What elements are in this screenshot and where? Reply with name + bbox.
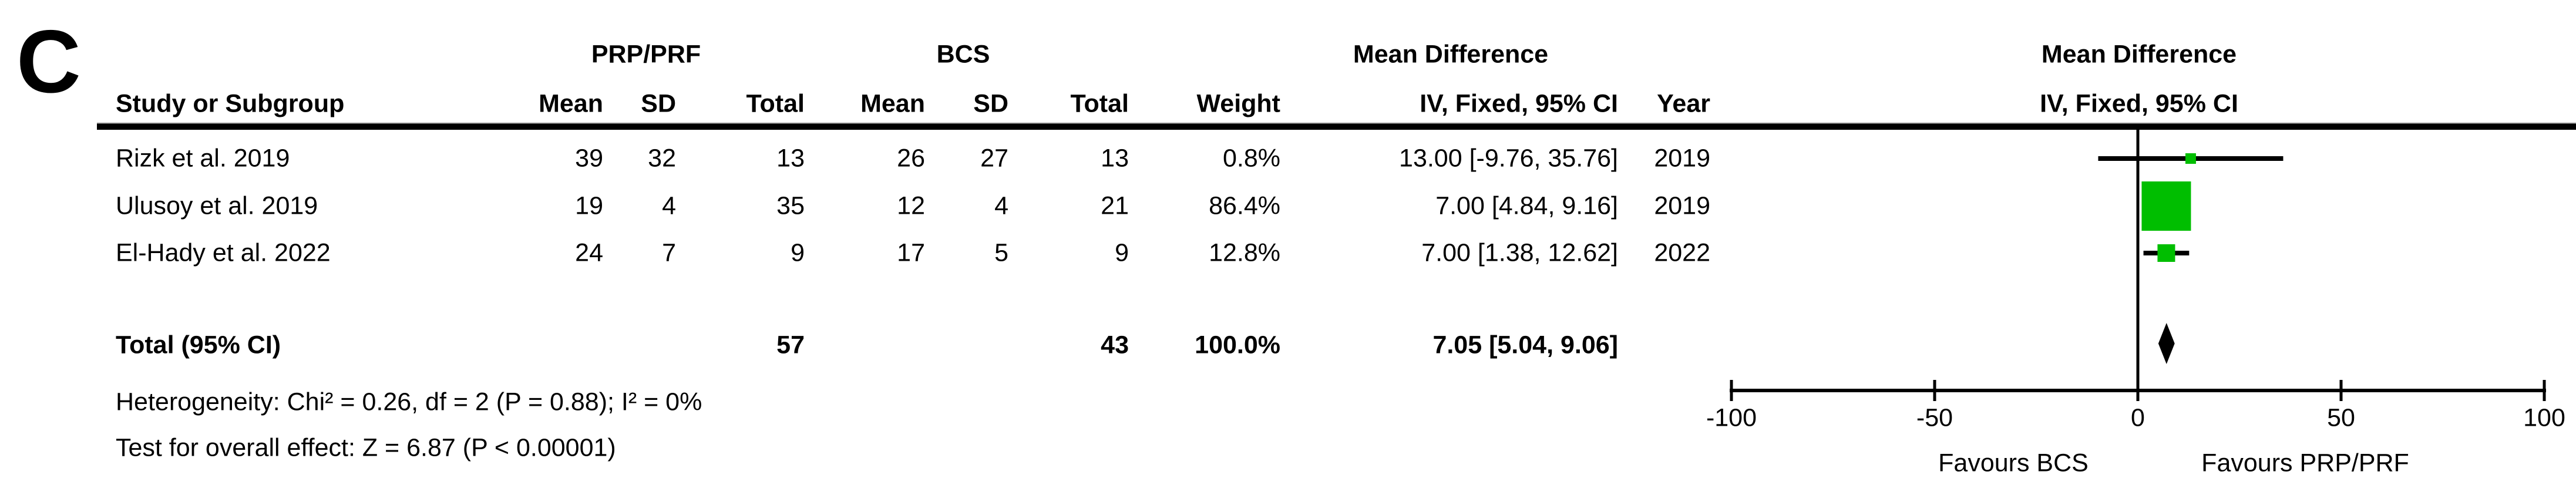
axis-label-favours-left: Favours BCS — [1938, 449, 2089, 477]
cell-sd1: 32 — [648, 144, 676, 173]
cell-sd1: 4 — [662, 191, 676, 220]
col-header-iv-table: IV, Fixed, 95% CI — [1420, 89, 1618, 118]
cell-year: 2019 — [1654, 144, 1710, 173]
study-name: El-Hady et al. 2022 — [116, 238, 331, 267]
cell-md-ci: 7.00 [1.38, 12.62] — [1421, 238, 1618, 267]
cell-year: 2022 — [1654, 238, 1710, 267]
panel-label: C — [16, 12, 81, 112]
x-axis-tick — [2339, 380, 2343, 401]
cell-mean1: 19 — [575, 191, 603, 220]
col-header-weight: Weight — [1196, 89, 1280, 118]
overall-effect-note: Test for overall effect: Z = 6.87 (P < 0… — [116, 433, 616, 462]
col-header-iv-plot: IV, Fixed, 95% CI — [2040, 89, 2238, 118]
total-label: Total (95% CI) — [116, 331, 281, 359]
cell-weight: 12.8% — [1209, 238, 1280, 267]
mean-square — [2185, 153, 2196, 164]
cell-sd1: 7 — [662, 238, 676, 267]
cell-year: 2019 — [1654, 191, 1710, 220]
cell-total2: 13 — [1101, 144, 1129, 173]
x-axis-tick-label: -100 — [1706, 403, 1757, 432]
total-n-exp: 57 — [776, 331, 805, 359]
x-axis-tick-label: 100 — [2523, 403, 2565, 432]
cell-total1: 9 — [791, 238, 805, 267]
col-header-year: Year — [1657, 89, 1710, 118]
cell-total2: 21 — [1101, 191, 1129, 220]
cell-md-ci: 7.00 [4.84, 9.16] — [1435, 191, 1618, 220]
zero-line — [2136, 129, 2140, 401]
col-header-total-ctrl: Total — [1070, 89, 1129, 118]
cell-total1: 13 — [776, 144, 805, 173]
cell-total2: 9 — [1115, 238, 1129, 267]
col-header-sd-exp: SD — [641, 89, 676, 118]
cell-total1: 35 — [776, 191, 805, 220]
cell-mean1: 39 — [575, 144, 603, 173]
group-header-bcs: BCS — [936, 40, 990, 69]
col-header-study: Study or Subgroup — [116, 89, 345, 118]
col-header-mean-ctrl: Mean — [860, 89, 925, 118]
cell-sd2: 27 — [980, 144, 1008, 173]
cell-mean2: 12 — [897, 191, 925, 220]
mean-square — [2157, 244, 2175, 262]
cell-mean2: 17 — [897, 238, 925, 267]
x-axis-tick — [1730, 380, 1733, 401]
col-header-mean-exp: Mean — [539, 89, 603, 118]
total-md-ci: 7.05 [5.04, 9.06] — [1432, 331, 1618, 359]
cell-mean1: 24 — [575, 238, 603, 267]
heterogeneity-note: Heterogeneity: Chi² = 0.26, df = 2 (P = … — [116, 388, 702, 416]
group-header-prp-prf: PRP/PRF — [591, 40, 701, 69]
group-header-md-table: Mean Difference — [1353, 40, 1549, 69]
x-axis-tick-label: 0 — [2131, 403, 2145, 432]
col-header-sd-ctrl: SD — [973, 89, 1008, 118]
group-header-md-plot: Mean Difference — [2041, 40, 2237, 69]
x-axis-tick — [2543, 380, 2546, 401]
mean-square — [2141, 181, 2191, 231]
study-name: Rizk et al. 2019 — [116, 144, 290, 173]
study-name: Ulusoy et al. 2019 — [116, 191, 318, 220]
axis-label-favours-right: Favours PRP/PRF — [2201, 449, 2409, 477]
cell-sd2: 4 — [994, 191, 1008, 220]
col-header-total-exp: Total — [746, 89, 805, 118]
cell-mean2: 26 — [897, 144, 925, 173]
x-axis-tick-label: 50 — [2327, 403, 2355, 432]
x-axis-tick — [2136, 380, 2140, 401]
total-weight: 100.0% — [1195, 331, 1280, 359]
cell-weight: 0.8% — [1222, 144, 1280, 173]
cell-sd2: 5 — [994, 238, 1008, 267]
total-n-ctrl: 43 — [1101, 331, 1129, 359]
x-axis-tick — [1933, 380, 1936, 401]
table-header-rule — [97, 123, 2576, 130]
pooled-diamond — [2158, 323, 2175, 364]
x-axis-tick-label: -50 — [1916, 403, 1953, 432]
cell-md-ci: 13.00 [-9.76, 35.76] — [1399, 144, 1618, 173]
cell-weight: 86.4% — [1209, 191, 1280, 220]
